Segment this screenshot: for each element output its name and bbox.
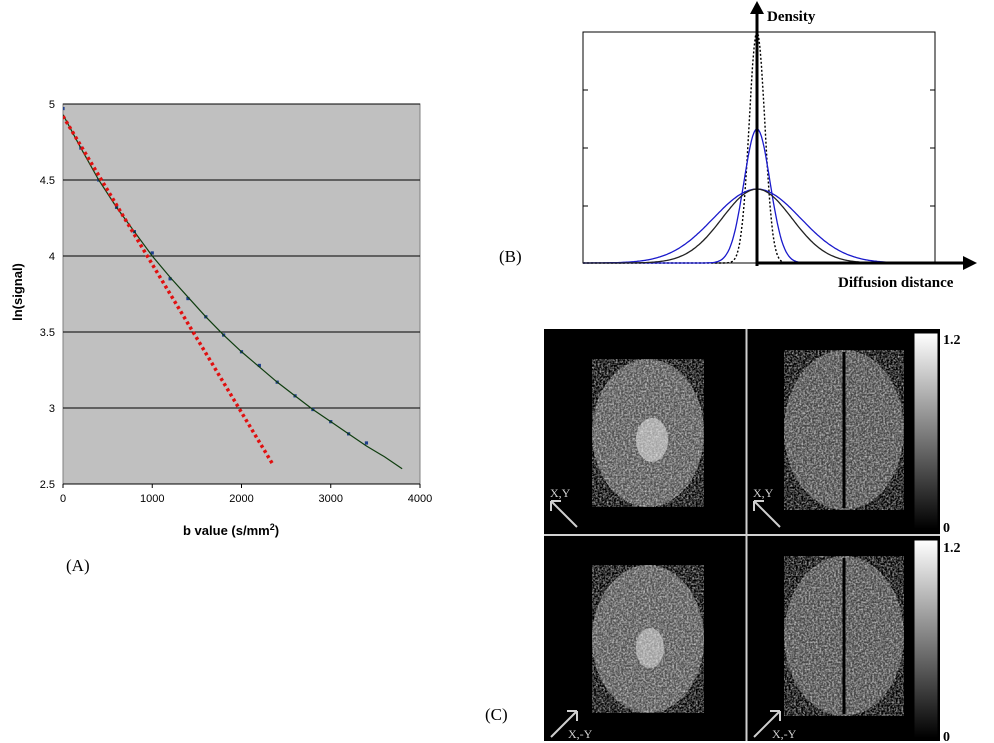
x-tick-label: 2000 [229, 493, 253, 505]
x-axis-title-end: ) [275, 523, 279, 538]
direction-arrow-icon [550, 500, 578, 528]
y-axis-title: ln(signal) [10, 263, 25, 321]
gridlines [63, 103, 420, 485]
panel-b-chart: Density Diffusion distance (B) [499, 1, 977, 291]
panel-a-chart: 2.5 3 3.5 4 4.5 5 0 1000 2000 3000 4000 ln(signal… [10, 99, 432, 575]
bright-center [636, 628, 664, 668]
distance-axis-label: Diffusion distance [838, 275, 954, 291]
x-axis-title: b value (s/mm2) [183, 522, 279, 538]
brain-map-tile: X,-Y [550, 565, 704, 741]
data-point [186, 296, 190, 301]
data-point [63, 106, 65, 111]
colorbar-min-label: 0 [943, 521, 950, 536]
y-tick-label: 4 [49, 251, 55, 263]
x-axis-title-main: b value (s/mm [183, 523, 270, 538]
brain-map-tile: X,Y [753, 350, 904, 528]
direction-label: X,-Y [568, 727, 593, 741]
colorbar-top [913, 332, 939, 530]
panel-b-label: (B) [499, 247, 522, 266]
y-tick-label: 2.5 [40, 479, 55, 491]
x-tick-labels: 0 1000 2000 3000 4000 [60, 484, 432, 505]
x-axis-title-superscript: 2 [270, 522, 275, 532]
x-tick-label: 3000 [319, 493, 343, 505]
distance-arrowhead [963, 256, 977, 270]
direction-label: X,Y [550, 486, 571, 500]
data-point [257, 363, 261, 368]
series-group [63, 106, 403, 470]
colorbar-max-label: 1.2 [943, 333, 961, 348]
y-tick-label: 3 [49, 403, 55, 415]
x-tick-label: 1000 [140, 493, 164, 505]
left-axis-ticks [583, 89, 935, 207]
panel-a-label: (A) [66, 556, 90, 575]
colorbar-max-label: 1.2 [943, 541, 961, 556]
brain-map-tile: X,Y [550, 359, 704, 528]
panel-b-frame [582, 31, 936, 264]
plot-area-background [62, 103, 421, 485]
y-tick-labels: 2.5 3 3.5 4 4.5 5 [40, 99, 55, 491]
x-tick-label: 0 [60, 493, 66, 505]
y-tick-label: 5 [49, 99, 55, 111]
bright-center [636, 418, 668, 462]
data-point [168, 277, 172, 281]
density-arrowhead [750, 1, 764, 14]
colorbar-label-background [940, 329, 994, 743]
monoexponential-fit-line [63, 115, 275, 466]
x-tick-label: 4000 [408, 493, 432, 505]
direction-label: X,Y [753, 486, 774, 500]
direction-arrow-icon [753, 710, 781, 738]
panel-c-image-grid: X,Y X,Y X,-Y X,-Y 1. [485, 329, 994, 743]
data-point [364, 441, 369, 445]
direction-arrow-icon [753, 500, 781, 528]
direction-arrow-icon [550, 710, 578, 738]
colorbar-bottom [913, 539, 939, 739]
density-axis-label: Density [767, 9, 816, 25]
colorbar-min-label: 0 [943, 730, 950, 743]
y-tick-label: 3.5 [40, 327, 55, 339]
brain-map-tile: X,-Y [753, 556, 904, 741]
panel-c-label: (C) [485, 705, 508, 724]
direction-label: X,-Y [772, 727, 797, 741]
y-tick-label: 4.5 [40, 175, 55, 187]
data-point [150, 251, 154, 255]
